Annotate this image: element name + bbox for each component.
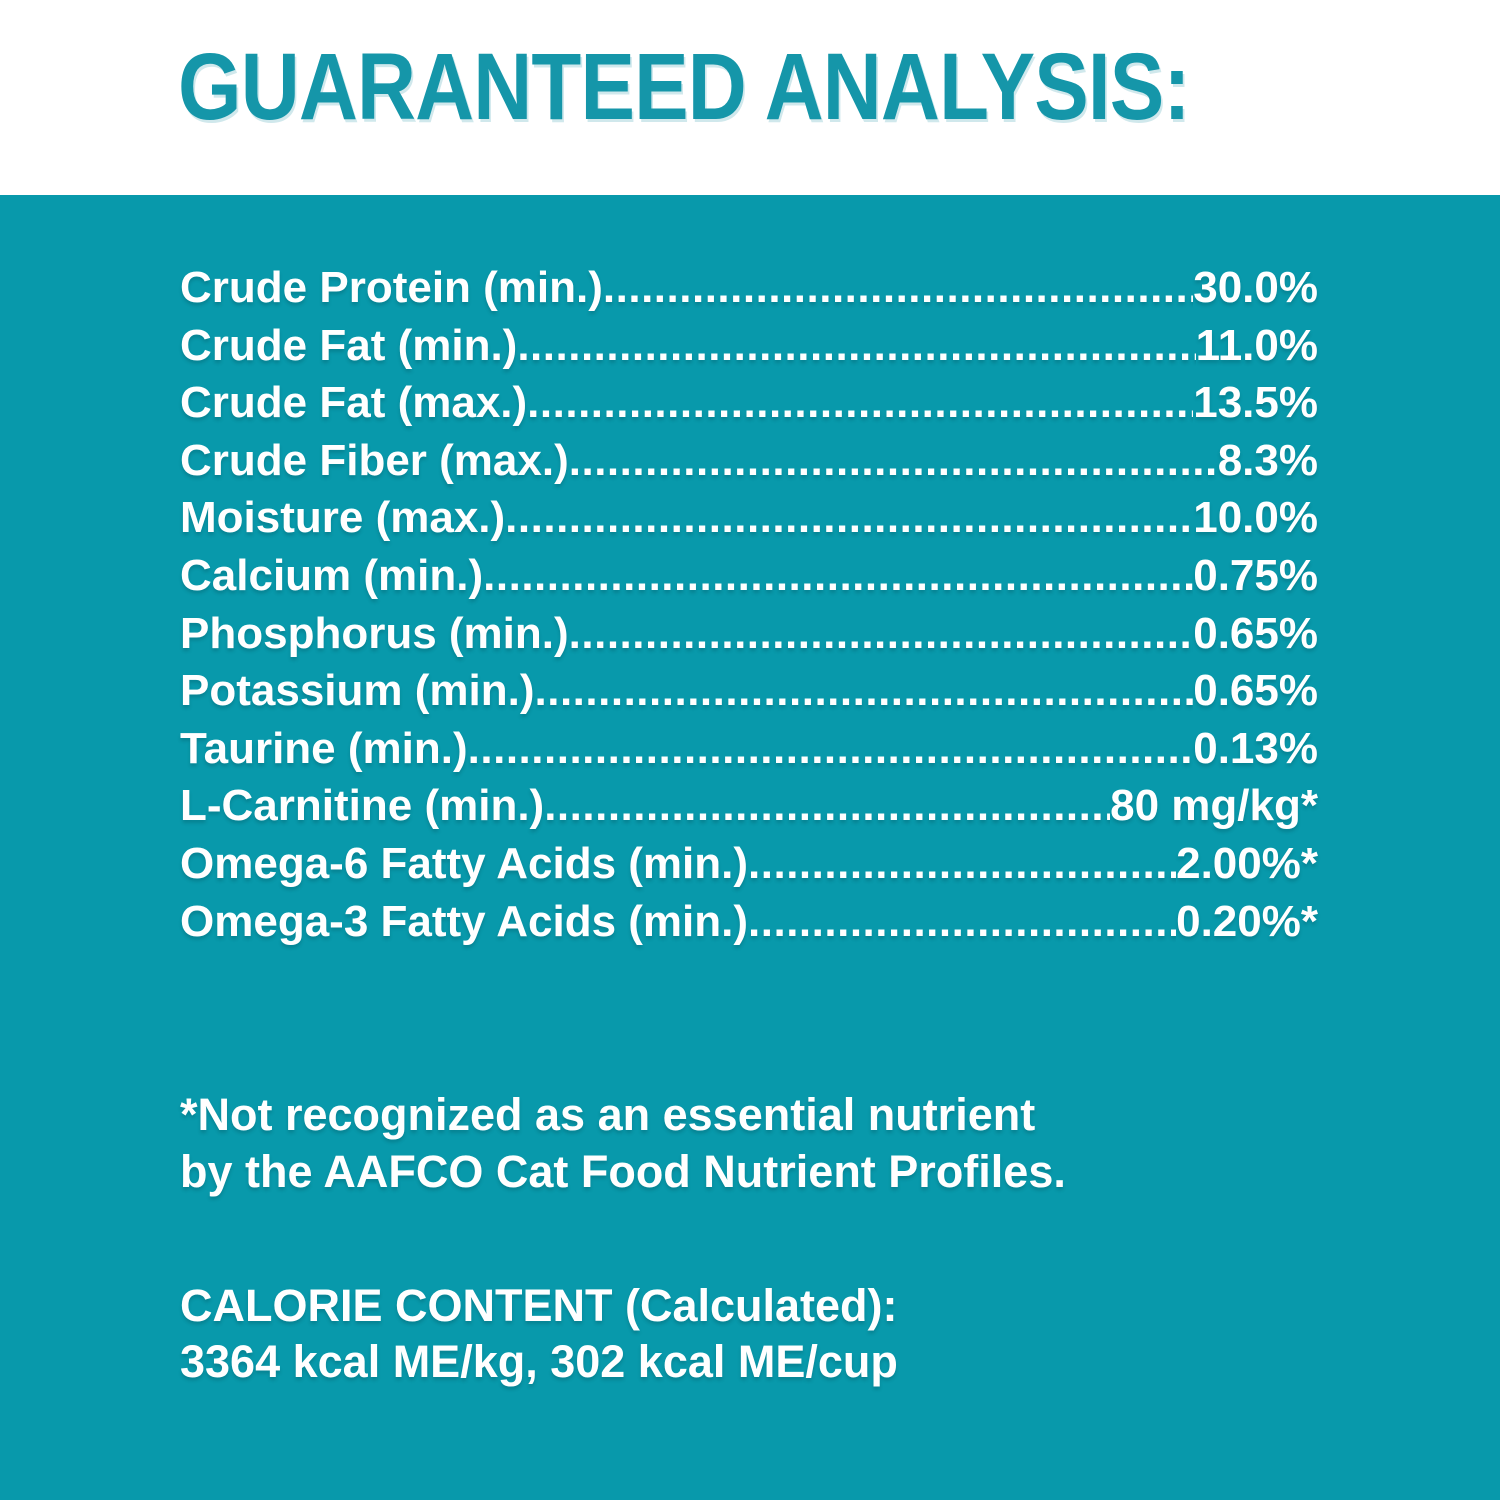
dot-leader xyxy=(603,259,1193,317)
nutrient-value: 11.0% xyxy=(1195,320,1318,370)
analysis-row: L-Carnitine (min.) 80 mg/kg* xyxy=(180,777,1318,835)
nutrient-label: Phosphorus (min.) xyxy=(180,608,569,658)
nutrient-value: 0.13% xyxy=(1193,723,1318,773)
dot-leader xyxy=(748,893,1176,951)
analysis-row: Crude Fat (max.) 13.5% xyxy=(180,374,1318,432)
dot-leader xyxy=(535,662,1194,720)
analysis-row: Crude Fiber (max.) 8.3% xyxy=(180,432,1318,490)
nutrient-label: Taurine (min.) xyxy=(180,723,468,773)
nutrient-value: 0.65% xyxy=(1193,666,1318,716)
analysis-row: Moisture (max.) 10.0% xyxy=(180,489,1318,547)
calorie-values: 3364 kcal ME/kg, 302 kcal ME/cup xyxy=(180,1336,898,1388)
nutrient-value: 2.00%* xyxy=(1176,838,1318,888)
analysis-row: Crude Protein (min.) 30.0% xyxy=(180,259,1318,317)
nutrient-label: Calcium (min.) xyxy=(180,550,484,600)
dot-leader xyxy=(544,777,1110,835)
analysis-row: Potassium (min.) 0.65% xyxy=(180,662,1318,720)
nutrient-value: 0.20%* xyxy=(1176,896,1318,946)
dot-leader xyxy=(569,605,1194,663)
nutrient-label: Crude Fat (max.) xyxy=(180,378,528,428)
dot-leader xyxy=(748,835,1176,893)
dot-leader xyxy=(505,489,1193,547)
nutrient-value: 0.65% xyxy=(1193,608,1318,658)
aafco-footnote: *Not recognized as an essential nutrient… xyxy=(180,1086,1318,1200)
nutrient-label: Omega-3 Fatty Acids (min.) xyxy=(180,896,749,946)
nutrient-label: Moisture (max.) xyxy=(180,493,506,543)
nutrient-label: Omega-6 Fatty Acids (min.) xyxy=(180,838,749,888)
nutrient-label: Crude Fiber (max.) xyxy=(180,435,569,485)
dot-leader xyxy=(468,720,1194,778)
dot-leader xyxy=(483,547,1193,605)
dot-leader xyxy=(517,317,1195,375)
page-title: GUARANTEED ANALYSIS: xyxy=(178,34,1191,140)
calorie-heading: CALORIE CONTENT (Calculated): xyxy=(180,1280,898,1332)
header-band: GUARANTEED ANALYSIS: xyxy=(0,0,1500,195)
guaranteed-analysis-panel: Crude Protein (min.) 30.0% Crude Fat (mi… xyxy=(0,195,1500,1500)
analysis-list: Crude Protein (min.) 30.0% Crude Fat (mi… xyxy=(180,259,1318,950)
nutrient-label: Potassium (min.) xyxy=(180,666,535,716)
nutrient-value: 0.75% xyxy=(1193,550,1318,600)
dot-leader xyxy=(569,432,1218,490)
analysis-row: Calcium (min.) 0.75% xyxy=(180,547,1318,605)
analysis-row: Omega-6 Fatty Acids (min.) 2.00%* xyxy=(180,835,1318,893)
dot-leader xyxy=(527,374,1193,432)
analysis-row: Taurine (min.) 0.13% xyxy=(180,720,1318,778)
nutrient-label: Crude Protein (min.) xyxy=(180,263,603,312)
footnote-line-2: by the AAFCO Cat Food Nutrient Profiles. xyxy=(180,1146,1066,1198)
calorie-content: CALORIE CONTENT (Calculated): 3364 kcal … xyxy=(180,1278,1318,1390)
nutrient-value: 8.3% xyxy=(1217,435,1318,485)
analysis-row: Crude Fat (min.) 11.0% xyxy=(180,317,1318,375)
nutrient-value: 13.5% xyxy=(1193,378,1318,428)
nutrient-label: L-Carnitine (min.) xyxy=(180,781,545,831)
nutrient-label: Crude Fat (min.) xyxy=(180,320,518,370)
nutrient-value: 10.0% xyxy=(1193,493,1318,543)
analysis-row: Omega-3 Fatty Acids (min.) 0.20%* xyxy=(180,893,1318,951)
analysis-row: Phosphorus (min.) 0.65% xyxy=(180,605,1318,663)
footnote-line-1: *Not recognized as an essential nutrient xyxy=(180,1089,1036,1141)
nutrient-value: 30.0% xyxy=(1193,263,1318,312)
nutrient-value: 80 mg/kg* xyxy=(1110,781,1318,831)
